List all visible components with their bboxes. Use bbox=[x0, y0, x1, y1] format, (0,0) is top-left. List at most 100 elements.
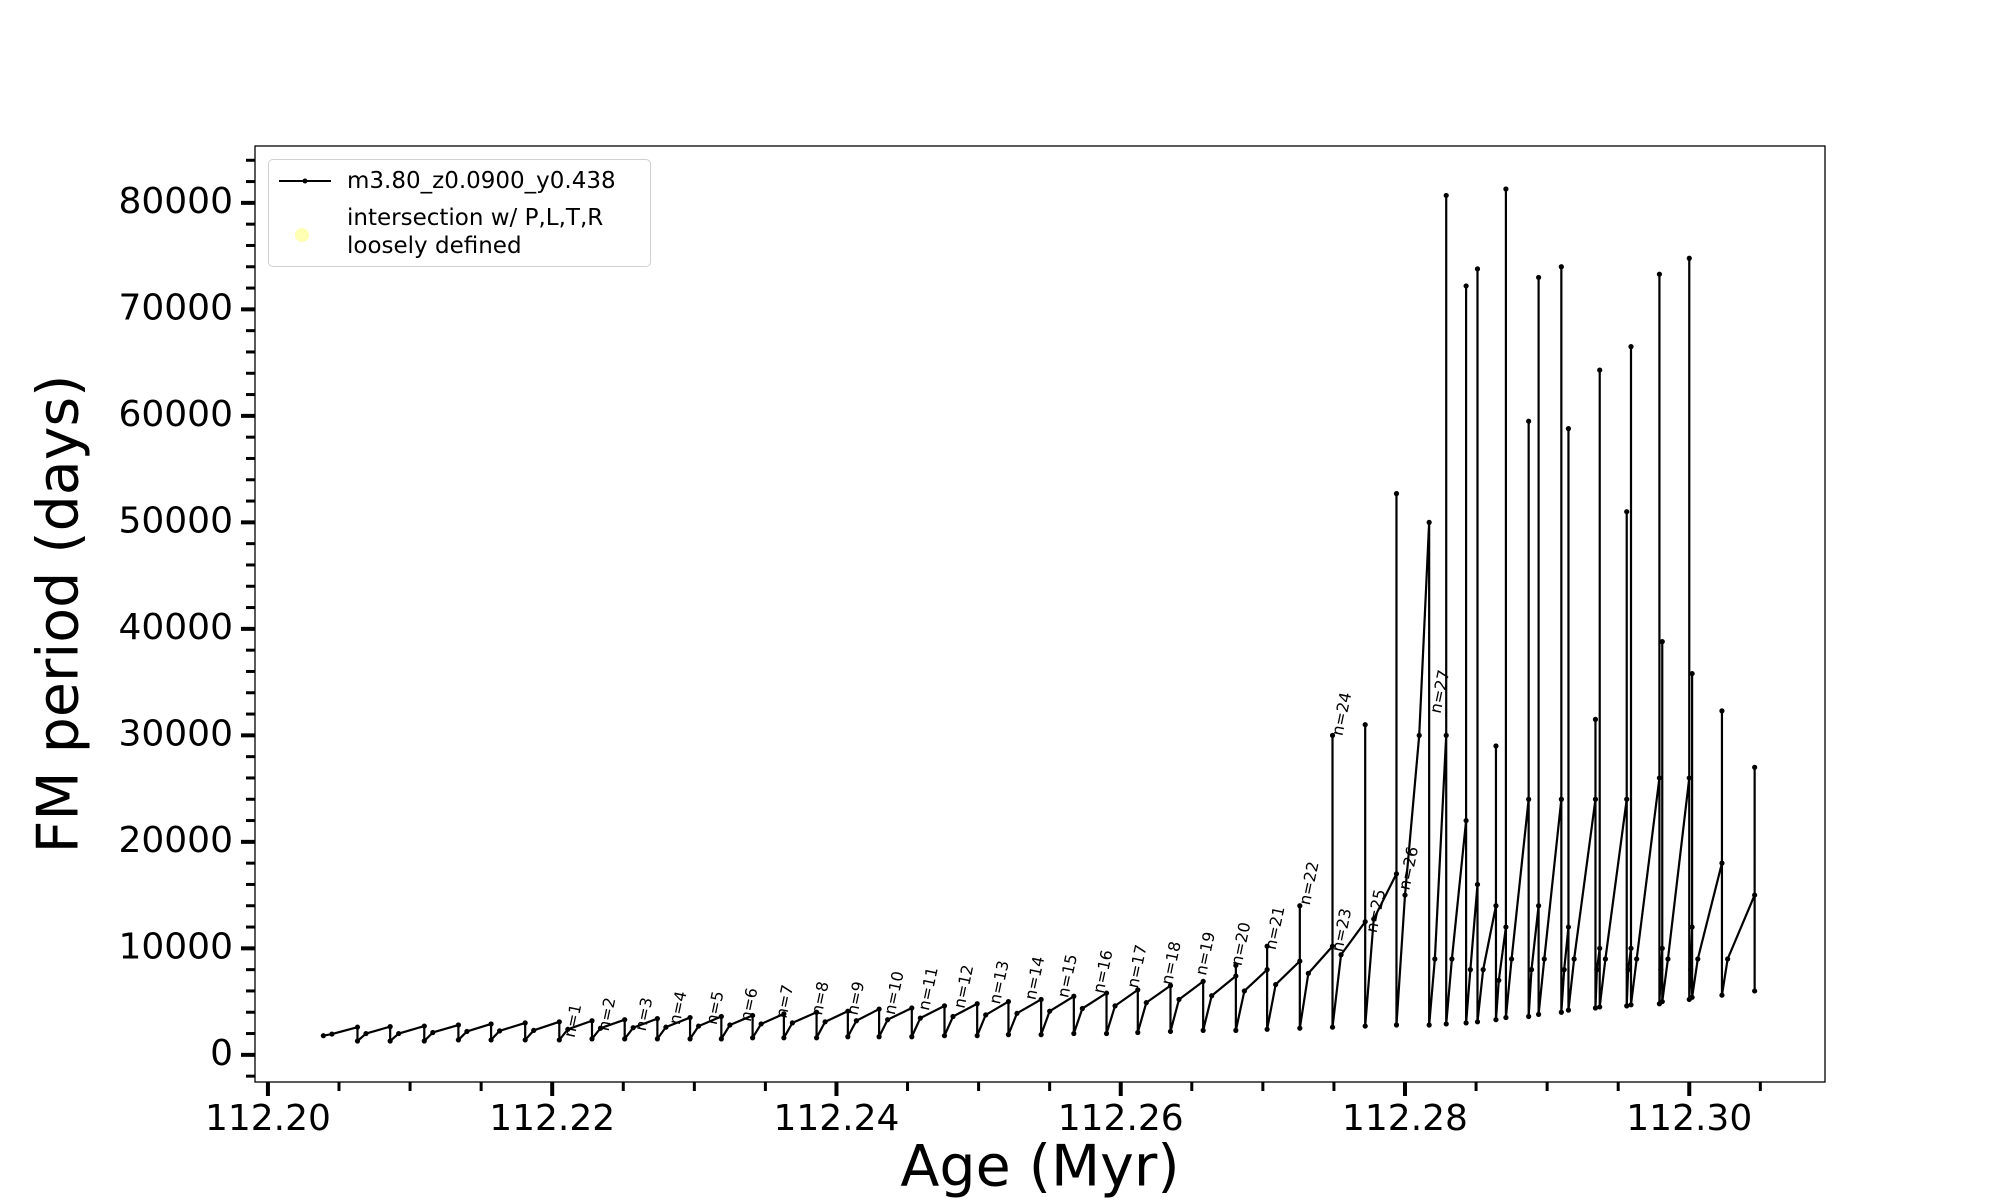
y-tick-label: 20000 bbox=[118, 820, 233, 861]
data-point bbox=[1503, 924, 1509, 930]
data-point bbox=[1594, 967, 1600, 973]
data-point bbox=[1135, 1029, 1141, 1036]
data-point bbox=[1463, 817, 1469, 824]
data-point bbox=[1725, 956, 1731, 962]
data-point bbox=[654, 1016, 660, 1022]
data-point bbox=[1416, 732, 1422, 738]
data-point bbox=[1536, 1011, 1542, 1017]
data-point bbox=[845, 1008, 851, 1014]
legend-label: intersection w/ P,L,T,R loosely defined bbox=[347, 205, 604, 259]
data-point bbox=[1597, 367, 1603, 373]
data-point bbox=[363, 1030, 369, 1037]
data-point bbox=[455, 1022, 461, 1028]
data-point bbox=[488, 1037, 494, 1043]
legend: m3.80_z0.0900_y0.438 intersection w/ P,L… bbox=[268, 159, 651, 267]
data-point bbox=[1297, 1025, 1303, 1031]
data-point bbox=[1071, 1030, 1077, 1037]
data-point bbox=[531, 1027, 537, 1033]
data-point bbox=[1659, 998, 1665, 1005]
data-point bbox=[1526, 418, 1532, 424]
data-point bbox=[1005, 1032, 1012, 1038]
y-tick-label: 0 bbox=[210, 1033, 233, 1074]
annotation: n=10 bbox=[880, 969, 908, 1016]
data-point bbox=[421, 1023, 427, 1029]
annotation: n=26 bbox=[1394, 845, 1422, 892]
data-point bbox=[909, 1005, 915, 1011]
data-point bbox=[589, 1018, 595, 1024]
data-point bbox=[329, 1031, 335, 1037]
data-point bbox=[497, 1028, 503, 1034]
data-point bbox=[853, 1018, 859, 1024]
data-point bbox=[1493, 743, 1499, 749]
data-point bbox=[974, 1001, 980, 1007]
data-point bbox=[1541, 956, 1547, 962]
data-point bbox=[727, 1022, 733, 1028]
annotation: n=8 bbox=[807, 980, 833, 1017]
data-point bbox=[789, 1020, 796, 1026]
data-point bbox=[1329, 943, 1336, 949]
data-point bbox=[1005, 998, 1012, 1005]
data-point bbox=[522, 1037, 528, 1043]
data-point bbox=[1689, 670, 1695, 677]
data-point bbox=[1656, 775, 1663, 781]
data-point bbox=[1503, 186, 1509, 192]
y-tick-label: 50000 bbox=[118, 500, 233, 541]
annotation: n=18 bbox=[1157, 940, 1185, 987]
data-point bbox=[1362, 919, 1368, 925]
data-point bbox=[1719, 708, 1725, 714]
x-tick-label: 112.28 bbox=[1342, 1098, 1468, 1139]
data-point bbox=[1695, 956, 1701, 962]
data-point bbox=[455, 1037, 461, 1043]
data-point bbox=[1338, 952, 1344, 958]
data-point bbox=[1558, 264, 1564, 270]
data-point bbox=[1264, 1026, 1270, 1032]
data-point bbox=[1474, 1019, 1481, 1025]
data-point bbox=[1167, 1028, 1174, 1035]
data-point bbox=[597, 1025, 604, 1031]
annotation: n=16 bbox=[1089, 948, 1117, 995]
data-point bbox=[813, 1009, 820, 1015]
annotation: n=13 bbox=[985, 959, 1013, 1006]
data-point bbox=[781, 1011, 787, 1017]
legend-marker bbox=[295, 228, 309, 242]
data-point bbox=[421, 1038, 427, 1044]
data-point bbox=[1143, 1000, 1149, 1006]
data-point bbox=[1264, 943, 1270, 949]
data-point bbox=[1443, 732, 1449, 738]
data-point bbox=[1659, 639, 1665, 645]
data-point bbox=[1241, 988, 1247, 994]
data-point bbox=[1558, 796, 1564, 802]
data-point bbox=[1628, 344, 1634, 350]
legend-label: m3.80_z0.0900_y0.438 bbox=[347, 168, 616, 194]
data-point bbox=[1592, 1005, 1599, 1011]
data-point bbox=[1200, 978, 1206, 984]
y-tick-label: 80000 bbox=[118, 181, 233, 222]
data-point bbox=[750, 1035, 756, 1041]
data-point bbox=[1393, 871, 1400, 877]
data-point bbox=[1659, 945, 1665, 951]
data-point bbox=[1371, 916, 1377, 922]
data-point bbox=[430, 1029, 436, 1036]
data-point bbox=[1565, 426, 1572, 432]
data-point bbox=[488, 1021, 494, 1027]
legend-marker bbox=[302, 178, 308, 184]
data-point bbox=[387, 1024, 393, 1030]
y-tick-label: 60000 bbox=[118, 394, 233, 435]
data-point bbox=[1752, 764, 1758, 770]
plot-frame bbox=[254, 145, 1826, 1083]
data-point bbox=[1038, 996, 1044, 1003]
data-point bbox=[1571, 956, 1577, 962]
data-point bbox=[1565, 1007, 1572, 1013]
data-point bbox=[1628, 1002, 1634, 1008]
data-point bbox=[630, 1025, 636, 1031]
data-point bbox=[1200, 1027, 1206, 1033]
data-point bbox=[1209, 993, 1215, 999]
data-point bbox=[1443, 1021, 1449, 1027]
data-point bbox=[522, 1020, 528, 1026]
legend-swatch bbox=[279, 178, 331, 184]
data-point bbox=[1597, 945, 1603, 951]
data-point bbox=[1625, 967, 1631, 973]
data-point bbox=[1634, 956, 1640, 962]
data-point bbox=[1689, 924, 1695, 930]
data-point bbox=[1079, 1005, 1085, 1012]
